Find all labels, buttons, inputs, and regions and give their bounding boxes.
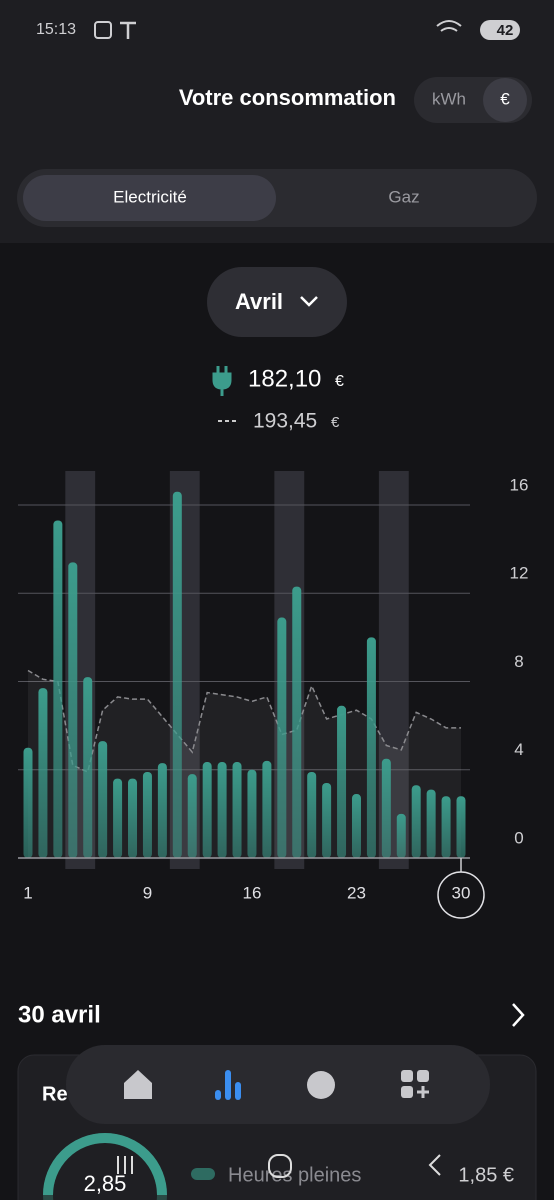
x-tick-label: 1 [23, 883, 32, 902]
nav-more[interactable] [401, 1070, 429, 1098]
bar [98, 741, 108, 858]
bar [381, 758, 391, 858]
wifi-icon [436, 20, 462, 32]
total-unit: € [331, 414, 340, 431]
bar [232, 762, 242, 858]
chart: 0 4 8 12 16 1 9 16 23 30 [18, 471, 529, 919]
nav-chart[interactable] [215, 1070, 241, 1100]
bar [366, 637, 376, 858]
tab[interactable]: Electricité [113, 187, 187, 206]
bar [217, 762, 227, 858]
y-tick-label: 12 [510, 564, 529, 583]
total-reference: 193,45 [253, 410, 317, 433]
tab[interactable]: Gaz [388, 187, 419, 206]
total-unit: € [335, 373, 344, 390]
day-title: 30 avril [18, 1001, 101, 1028]
y-tick-label: 0 [514, 828, 523, 847]
gauge-arc [43, 1133, 167, 1196]
bar [53, 520, 63, 858]
x-tick-label: 9 [143, 883, 152, 902]
month-selector[interactable] [207, 267, 347, 337]
legend-label: Heures pleines [228, 1164, 361, 1186]
bar [411, 785, 421, 858]
plug-icon [212, 366, 232, 396]
bar [322, 782, 332, 858]
bar [277, 617, 287, 858]
bar [351, 794, 361, 858]
gauge-value: 2,85 [84, 1171, 127, 1196]
bar [172, 491, 182, 858]
sys-recent[interactable] [117, 1156, 133, 1174]
x-tick-label: 30 [452, 883, 471, 902]
bar [187, 774, 197, 858]
page-title: Votre consommation [179, 85, 396, 110]
status-time: 15:13 [36, 21, 76, 38]
y-tick-label: 16 [510, 475, 529, 494]
battery [480, 20, 520, 40]
sys-back[interactable] [428, 1154, 441, 1176]
unit-option[interactable]: € [500, 89, 510, 108]
bar [128, 778, 138, 858]
bar [456, 796, 466, 858]
bar [68, 562, 78, 858]
bar [113, 778, 123, 858]
x-tick-label: 16 [243, 883, 262, 902]
nav-home[interactable] [124, 1070, 152, 1099]
x-tick-label: 23 [347, 883, 366, 902]
detail-amount: 1,85 € [458, 1164, 514, 1186]
month-label[interactable]: Avril [235, 289, 283, 314]
bar [142, 771, 152, 858]
sys-home[interactable] [268, 1154, 292, 1178]
bar [441, 796, 451, 858]
chevron-down [300, 296, 318, 307]
bar [83, 677, 93, 858]
y-tick-label: 4 [514, 740, 523, 759]
selected-day [437, 871, 485, 919]
bar [426, 789, 436, 858]
bar [157, 763, 167, 858]
chevron-right[interactable] [512, 1003, 525, 1027]
tab-selected[interactable] [23, 175, 276, 221]
status-icon [94, 21, 112, 39]
battery-level: 42 [497, 22, 514, 39]
bar [337, 705, 347, 858]
bar [396, 813, 406, 858]
bar [38, 688, 48, 858]
status-icon [120, 21, 136, 39]
card-title: Re [42, 1083, 68, 1105]
bar [292, 586, 302, 858]
total-current: 182,10 [248, 365, 321, 392]
legend-swatch [191, 1168, 215, 1180]
bar [307, 771, 317, 858]
y-tick-label: 8 [514, 652, 523, 671]
unit-option[interactable]: kWh [432, 89, 466, 108]
bar [23, 747, 33, 858]
bar [202, 762, 212, 858]
bottom-nav [66, 1045, 490, 1124]
bar [247, 769, 257, 858]
reference-line [27, 669, 461, 774]
nav-bills[interactable] [307, 1071, 335, 1099]
bar [262, 760, 272, 858]
unit-selected [483, 78, 527, 122]
